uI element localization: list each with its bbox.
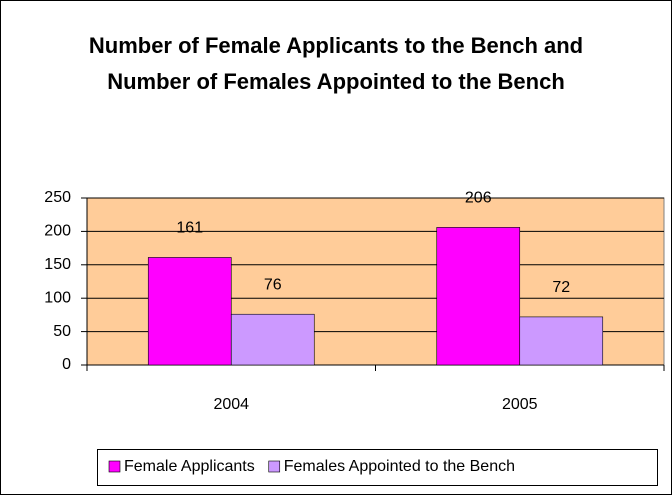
bar [436,227,521,366]
chart-title: Number of Female Applicants to the Bench… [88,33,584,94]
y-tick-label: 250 [44,189,71,206]
legend-label: Females Appointed to the Bench [284,458,515,475]
bar [519,316,604,366]
legend-label: Female Applicants [124,458,255,475]
x-tick-label: 2005 [502,396,538,413]
legend-swatch [108,460,121,473]
data-label: 72 [552,279,570,296]
x-tick-label: 2004 [213,396,249,413]
legend-swatch [268,460,281,473]
y-tick-label: 0 [62,356,71,373]
y-tick-label: 100 [44,289,71,306]
y-tick-label: 50 [53,323,71,340]
bar [147,257,232,366]
data-label: 161 [176,220,203,237]
data-label: 76 [264,276,282,293]
y-tick-label: 200 [44,223,71,240]
bar [230,313,315,366]
legend-box [97,449,658,486]
y-tick-label: 150 [44,256,71,273]
data-label: 206 [465,190,492,207]
